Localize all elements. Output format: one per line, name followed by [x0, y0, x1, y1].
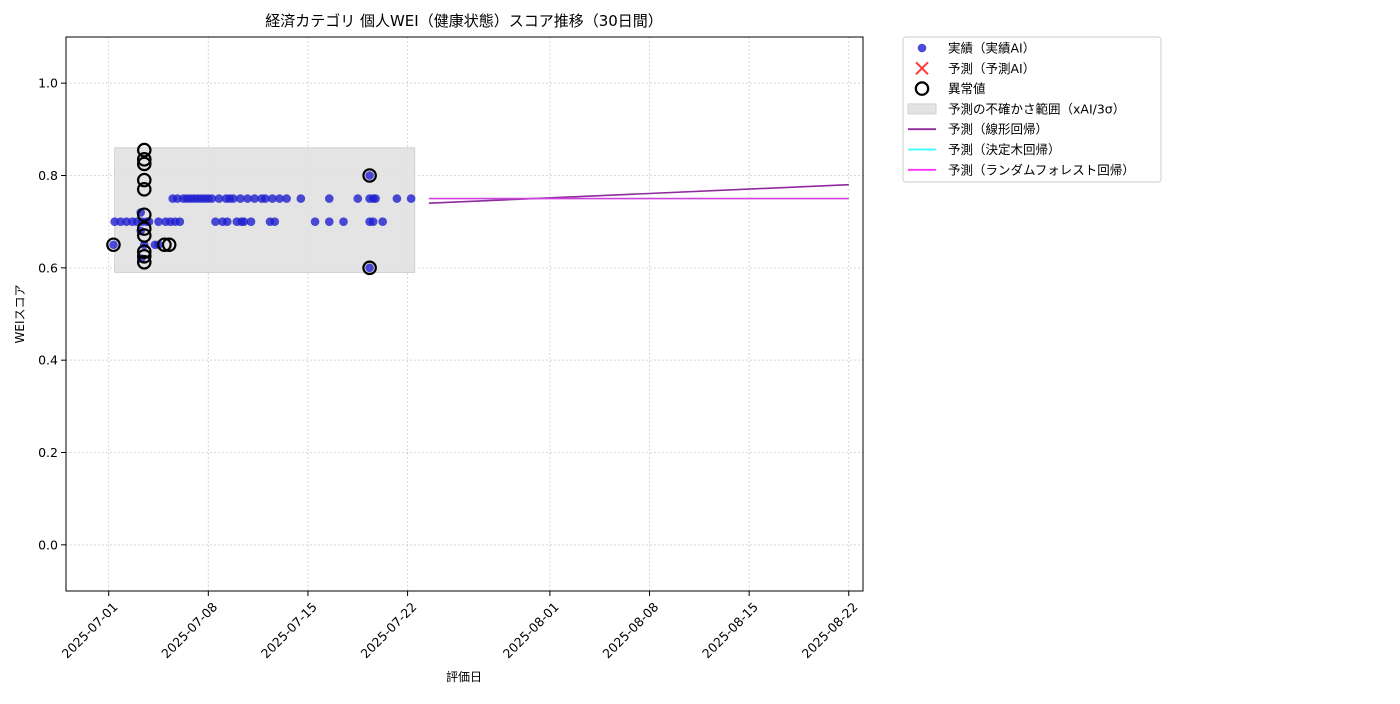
data-point [243, 194, 252, 203]
data-point [207, 194, 217, 203]
y-tick-label: 0.8 [38, 168, 58, 183]
plot-area: 2025-07-01 2025-07-08 2025-07-15 2025-07-22… [38, 36, 864, 661]
legend-label: 予測（線形回帰） [948, 122, 1048, 137]
data-point [365, 171, 374, 180]
x-tick-label: 2025-08-01 [500, 599, 562, 661]
data-point [116, 217, 125, 226]
anomaly-marker [136, 156, 152, 172]
data-point [310, 217, 320, 226]
anomaly-marker [136, 172, 152, 188]
anomaly-marker [136, 207, 152, 223]
data-point [110, 217, 119, 226]
x-tick-label: 2025-07-15 [258, 599, 320, 661]
data-point [378, 217, 387, 226]
data-point [268, 194, 277, 203]
prediction-line [428, 183, 849, 204]
legend-marker-dot [917, 43, 927, 53]
anomaly-marker [136, 228, 152, 243]
x-tick-label: 2025-07-01 [59, 599, 121, 661]
data-point [173, 194, 182, 203]
x-tick-label: 2025-08-08 [599, 599, 661, 661]
x-tick-label: 2025-07-22 [357, 599, 419, 661]
data-point [368, 217, 378, 226]
legend-marker-band [907, 103, 937, 115]
legend-label: 予測（予測AI） [948, 61, 1035, 76]
legend-frame [902, 36, 1162, 183]
data-point [175, 217, 185, 226]
x-tick-label: 2025-07-08 [158, 599, 220, 661]
anomaly-marker [136, 244, 152, 259]
legend-label: 予測の不確かさ範囲（xAI/3σ） [948, 101, 1125, 116]
data-point [371, 194, 380, 203]
legend-label: 予測（ランダムフォレスト回帰） [948, 162, 1135, 177]
legend-label: 予測（決定木回帰） [948, 142, 1061, 157]
y-tick-label: 0.4 [38, 353, 58, 368]
data-point [109, 240, 118, 250]
anomaly-marker [136, 254, 152, 270]
plot-frame [65, 36, 864, 592]
legend-label: 異常値 [948, 81, 986, 96]
y-tick-label: 0.6 [38, 260, 58, 275]
data-point [246, 217, 256, 226]
anomaly-marker [106, 237, 121, 253]
x-tick-label: 2025-08-15 [699, 599, 761, 661]
legend-marker-ring [914, 81, 930, 96]
data-point [260, 194, 270, 203]
data-point [275, 194, 284, 203]
data-point [250, 194, 259, 203]
data-point [406, 194, 416, 203]
data-point [282, 194, 291, 203]
x-tick-label: 2025-08-22 [799, 599, 861, 661]
data-point [154, 217, 163, 226]
data-point [236, 194, 245, 203]
legend-label: 実績（実績AI） [948, 41, 1035, 56]
data-point [214, 194, 224, 203]
data-point [270, 217, 280, 226]
legend-marker-x [915, 61, 929, 76]
data-point [324, 194, 334, 203]
y-axis-label: WEIスコア [13, 285, 27, 344]
y-tick-label: 1.0 [38, 76, 58, 91]
anomaly-marker [136, 152, 152, 167]
data-point [392, 194, 402, 203]
anomaly-marker [157, 237, 172, 253]
anomaly-marker [362, 168, 377, 183]
y-tick-label: 0.0 [38, 537, 58, 552]
data-point [211, 217, 220, 226]
y-tick-label: 0.2 [38, 445, 58, 460]
x-axis-label: 評価日 [446, 669, 482, 684]
anomaly-marker [362, 260, 377, 276]
uncertainty-band [114, 147, 416, 273]
data-point [222, 217, 232, 226]
anomaly-marker [136, 248, 152, 264]
anomaly-marker [136, 182, 152, 197]
data-point [324, 217, 334, 226]
anomaly-marker [136, 142, 152, 158]
data-point [228, 194, 238, 203]
data-point [339, 217, 348, 226]
data-point [365, 263, 374, 273]
chart-title: 経済カテゴリ 個人WEI（健康状態）スコア推移（30日間） [265, 12, 663, 30]
data-point [239, 217, 249, 226]
data-point [296, 194, 306, 203]
data-point [353, 194, 363, 203]
anomaly-marker [161, 237, 177, 253]
anomaly-marker [136, 221, 152, 236]
data-point [122, 217, 131, 226]
